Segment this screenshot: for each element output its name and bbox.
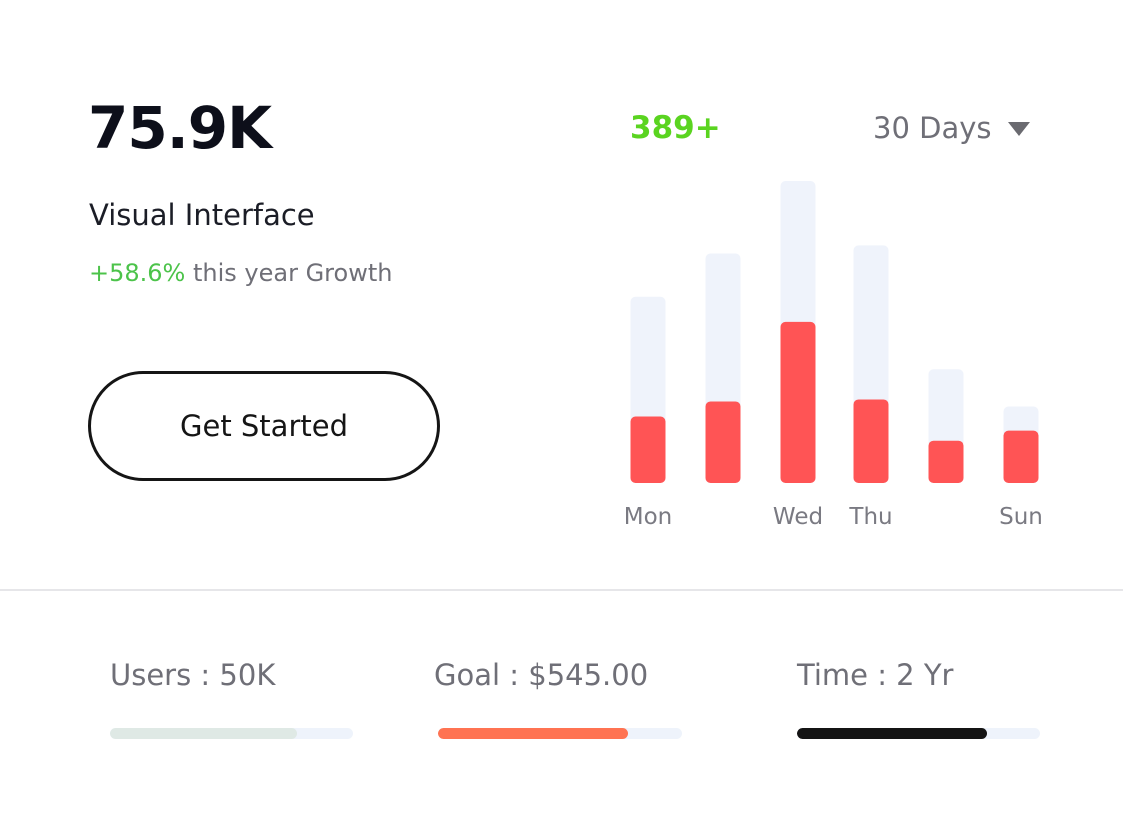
users-progress-fill xyxy=(110,728,298,739)
bar-sun xyxy=(1003,430,1039,483)
tick-label-mon: Mon xyxy=(624,504,673,530)
bar-wed xyxy=(780,321,816,483)
time-progress-fill xyxy=(797,728,987,739)
time-stat-label: Time : 2 Yr xyxy=(797,658,954,692)
users-stat-label: Users : 50K xyxy=(110,658,276,692)
time-progress-track xyxy=(797,728,1040,739)
weekly-bar-chart: Mon Wed Thu Sun xyxy=(624,181,1043,530)
tick-label-wed: Wed xyxy=(773,504,823,530)
range-label: 30 Days xyxy=(873,111,992,145)
goal-stat: Goal : $545.00 xyxy=(434,655,682,739)
range-dropdown[interactable]: 30 Days xyxy=(873,108,1030,148)
growth-text: +58.6% this year Growth xyxy=(89,257,392,289)
time-stat: Time : 2 Yr xyxy=(797,655,1040,739)
divider xyxy=(0,589,1123,591)
growth-caption: this year Growth xyxy=(185,259,393,287)
users-progress-track xyxy=(110,728,353,739)
count-badge: 389+ xyxy=(630,110,721,146)
growth-percent: +58.6% xyxy=(89,259,186,287)
get-started-button[interactable]: Get Started xyxy=(88,371,440,481)
goal-progress-fill xyxy=(438,728,629,739)
bar-tue xyxy=(705,401,741,483)
users-stat: Users : 50K xyxy=(110,655,353,739)
tick-label-sun: Sun xyxy=(999,504,1043,530)
tick-label-thu: Thu xyxy=(848,504,892,530)
bar-thu xyxy=(853,399,889,483)
card-title: Visual Interface xyxy=(89,198,315,232)
goal-stat-label: Goal : $545.00 xyxy=(434,658,649,692)
goal-progress-track xyxy=(438,728,682,739)
bar-fri xyxy=(928,440,964,483)
caret-down-icon xyxy=(1007,122,1030,136)
total-value: 75.9K xyxy=(88,94,272,162)
bar-mon xyxy=(630,416,666,483)
